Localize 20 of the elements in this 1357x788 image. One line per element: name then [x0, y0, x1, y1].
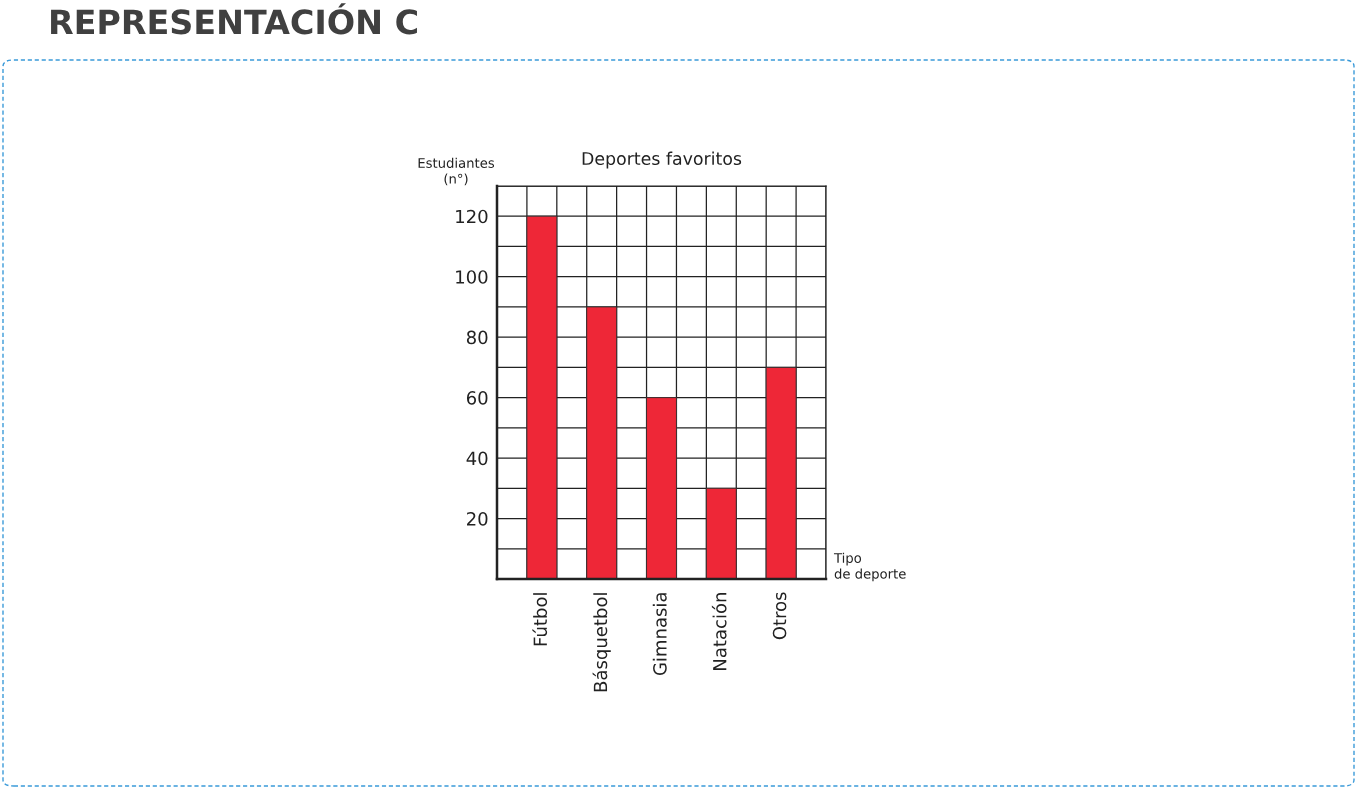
x-tick-label: Gimnasia [652, 593, 667, 676]
x-axis-title: Tipo de deporte [833, 552, 906, 582]
x-tick-label: Natación [711, 593, 727, 670]
x-tick-label: Fútbol [532, 593, 548, 646]
y-tick-label: 100 [456, 270, 488, 284]
y-tick-label: 20 [467, 512, 488, 526]
y-axis-title: Estudiantes (n°) [418, 157, 495, 186]
y-tick-label: 120 [456, 209, 488, 224]
chart-title: REPRESENTACIÓN C [51, 3, 417, 35]
bar [765, 366, 797, 579]
y-tick-label: 40 [466, 451, 488, 466]
chart-subtitle: Deportes favoritos [582, 151, 742, 169]
bar [526, 215, 558, 579]
y-tick-label: 80 [466, 330, 488, 345]
bar [705, 487, 737, 579]
x-tick-label: Otros [772, 592, 787, 640]
x-tick-label: Básquetbol [592, 593, 611, 692]
bar [586, 306, 618, 579]
bar [646, 397, 677, 579]
y-tick-label: 60 [466, 391, 488, 405]
